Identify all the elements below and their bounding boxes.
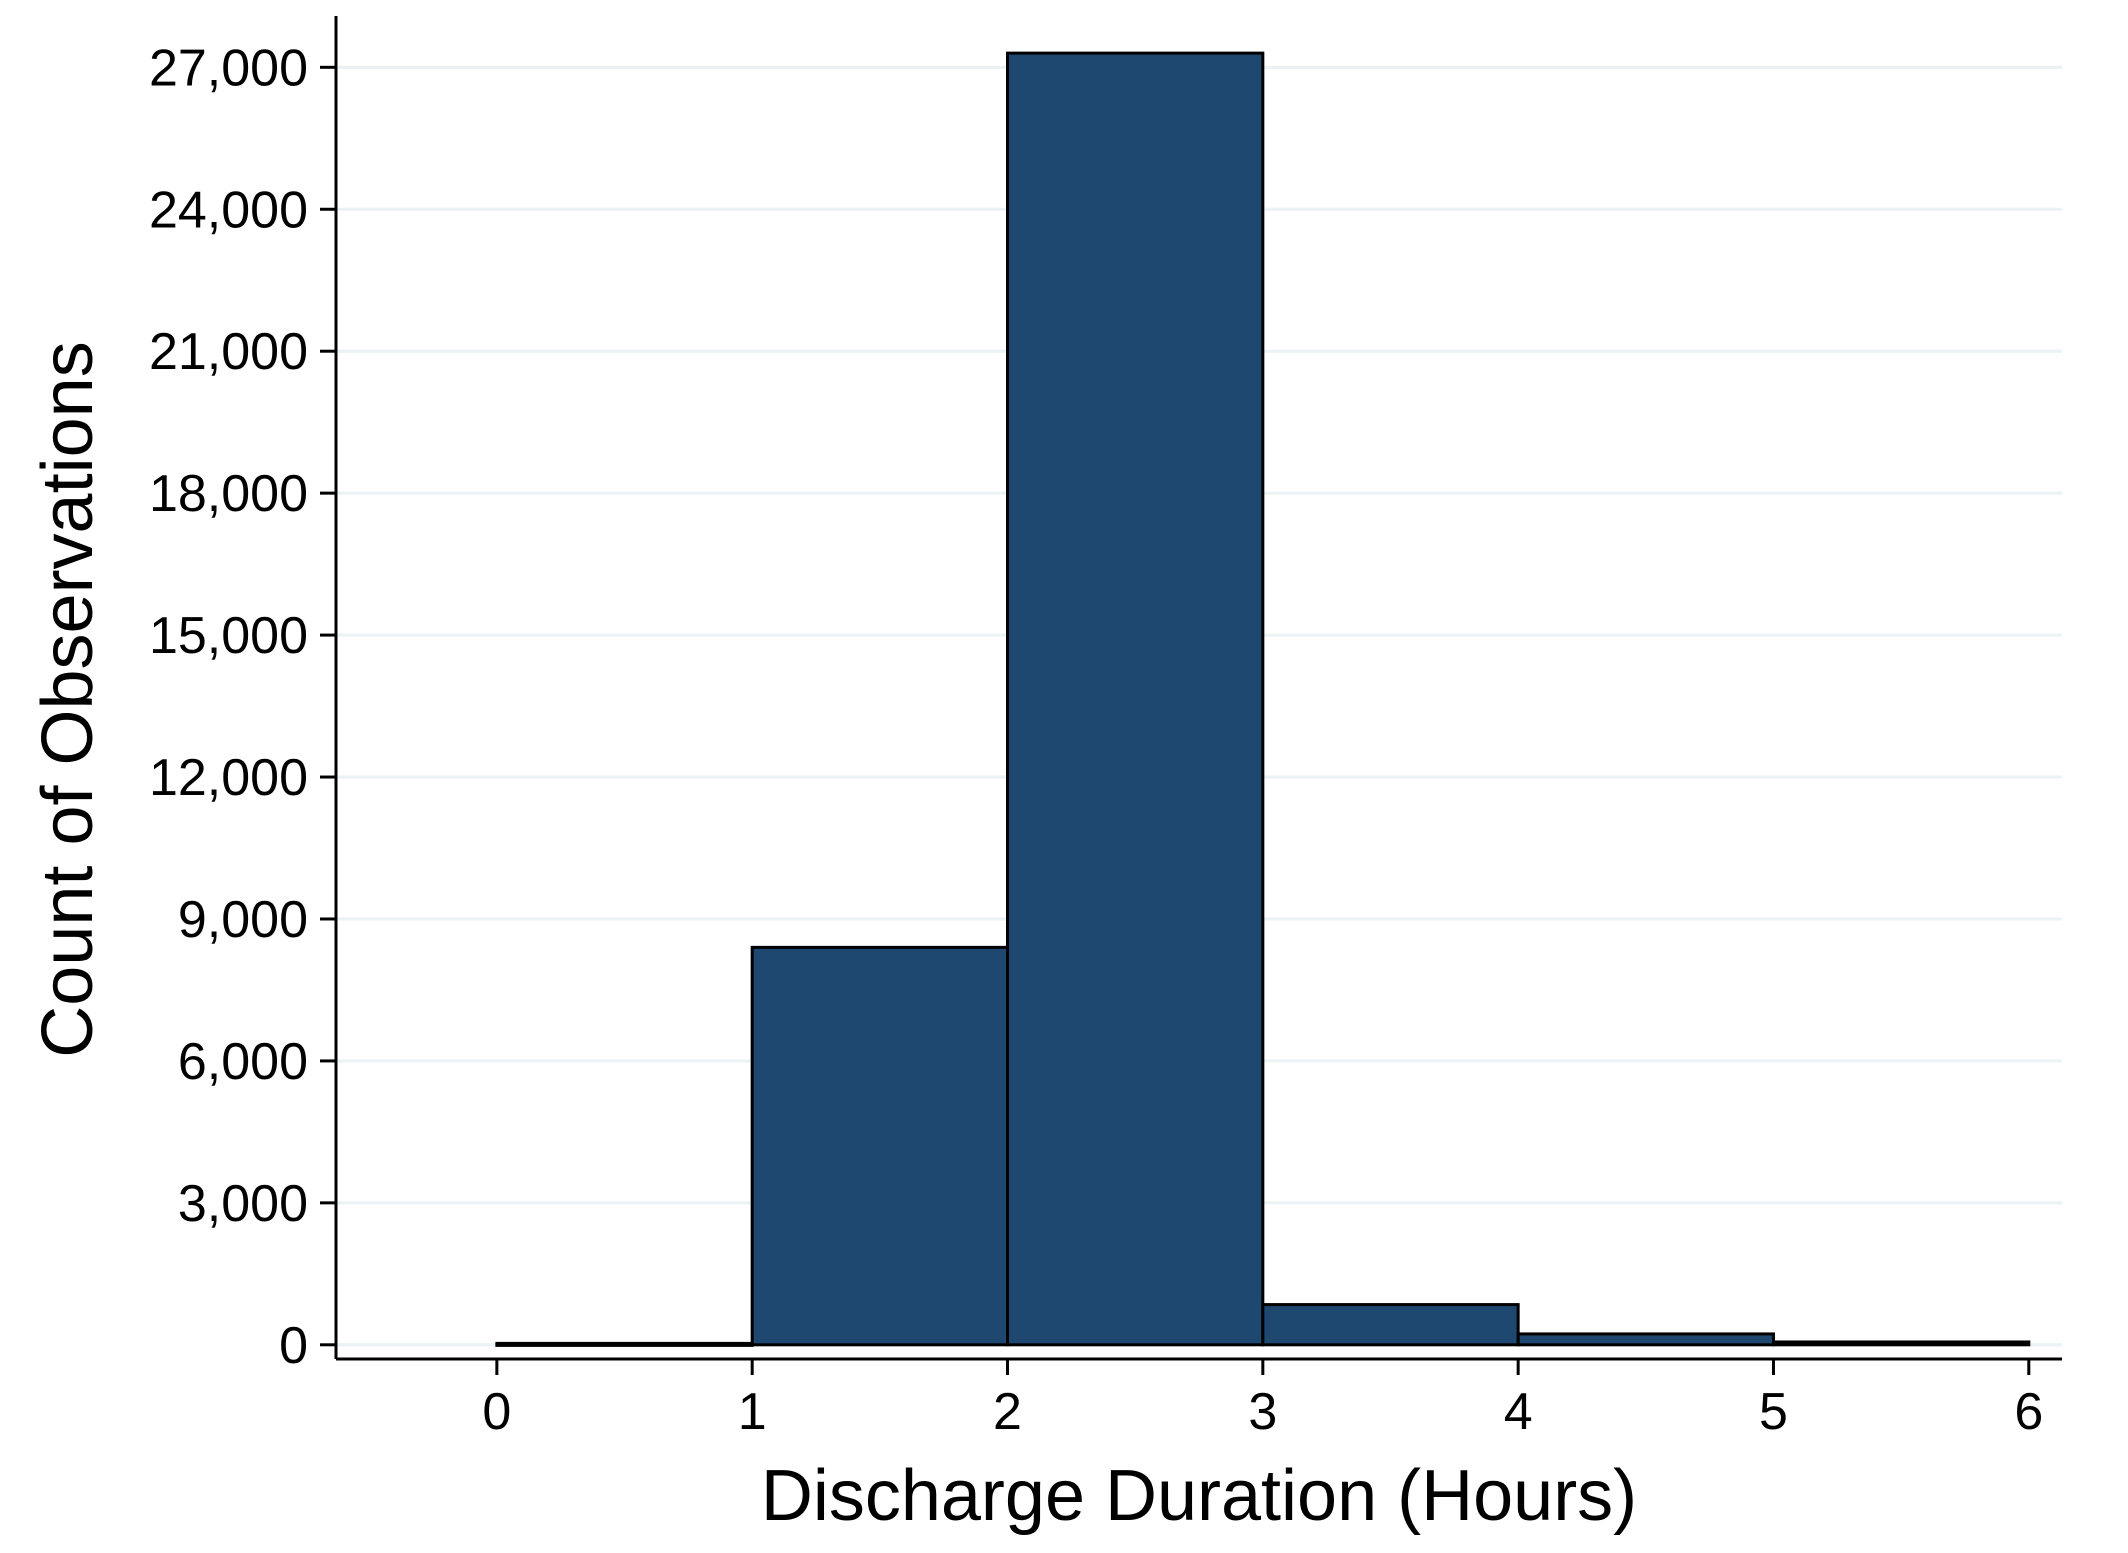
y-axis-ticks: 0 3,000 6,000 9,000 12,000 15,000 18,000 21,000… [149,39,336,1375]
x-axis-title: Discharge Duration (Hours) [761,1456,1637,1536]
x-tick-label-4: 4 [1504,1383,1533,1441]
x-tick-label-2: 2 [993,1383,1022,1441]
y-tick-label-4: 12,000 [149,749,308,807]
histogram-bars [495,51,2031,1347]
y-tick-label-7: 21,000 [149,323,308,381]
histogram-bar-5 [1771,1340,2031,1347]
y-tick-label-3: 9,000 [178,891,308,949]
y-tick-label-6: 18,000 [149,465,308,523]
y-tick-label-8: 24,000 [149,181,308,239]
x-tick-label-5: 5 [1759,1383,1788,1441]
histogram-bar-3 [1261,1303,1520,1347]
histogram-bar-4 [1516,1332,1775,1347]
y-tick-label-5: 15,000 [149,607,308,665]
x-tick-label-6: 6 [2014,1383,2043,1441]
x-tick-label-3: 3 [1248,1383,1277,1441]
y-axis-title: Count of Observations [28,341,108,1057]
histogram-bar-1 [750,945,1010,1347]
y-tick-label-9: 27,000 [149,39,308,97]
x-axis-ticks: 0 1 2 3 4 5 6 [482,1359,2043,1441]
x-tick-label-0: 0 [482,1383,511,1441]
histogram-bar-0 [495,1341,754,1347]
histogram-bar-2 [1006,51,1265,1347]
y-tick-label-1: 3,000 [178,1175,308,1233]
x-tick-label-1: 1 [738,1383,767,1441]
y-tick-label-0: 0 [279,1317,308,1375]
y-tick-label-2: 6,000 [178,1033,308,1091]
